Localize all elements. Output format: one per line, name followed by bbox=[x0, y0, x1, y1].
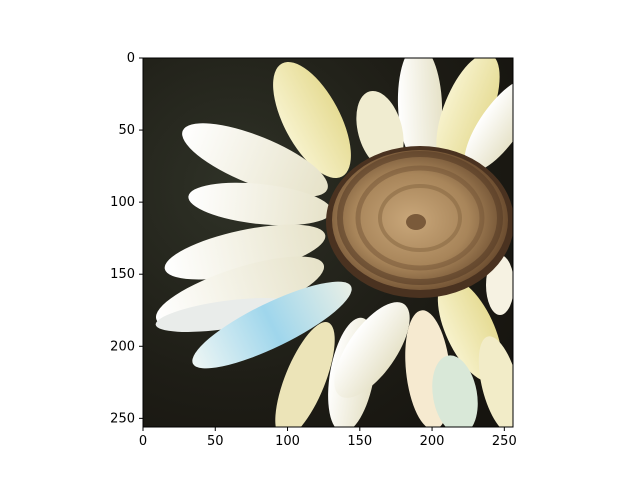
y-tick-label: 250 bbox=[110, 411, 135, 426]
y-axis: 0 50 100 150 200 250 bbox=[110, 51, 143, 426]
daisy-image bbox=[143, 58, 513, 427]
y-tick-label: 0 bbox=[127, 51, 135, 66]
petals-left bbox=[155, 123, 352, 369]
x-tick-label: 0 bbox=[139, 434, 147, 449]
y-tick-label: 200 bbox=[110, 339, 135, 354]
petals-top bbox=[273, 58, 513, 179]
petals-bottom bbox=[275, 255, 513, 427]
x-tick-label: 50 bbox=[207, 434, 224, 449]
x-axis: 0 50 100 150 200 250 bbox=[139, 427, 517, 449]
y-tick-label: 100 bbox=[110, 195, 135, 210]
flower-center bbox=[326, 146, 513, 298]
axes-frame bbox=[142, 57, 514, 428]
x-tick-label: 250 bbox=[492, 434, 517, 449]
y-tick-label: 50 bbox=[118, 123, 135, 138]
y-tick-label: 150 bbox=[110, 267, 135, 282]
x-tick-label: 200 bbox=[420, 434, 445, 449]
x-tick-label: 150 bbox=[347, 434, 372, 449]
x-tick-label: 100 bbox=[275, 434, 300, 449]
